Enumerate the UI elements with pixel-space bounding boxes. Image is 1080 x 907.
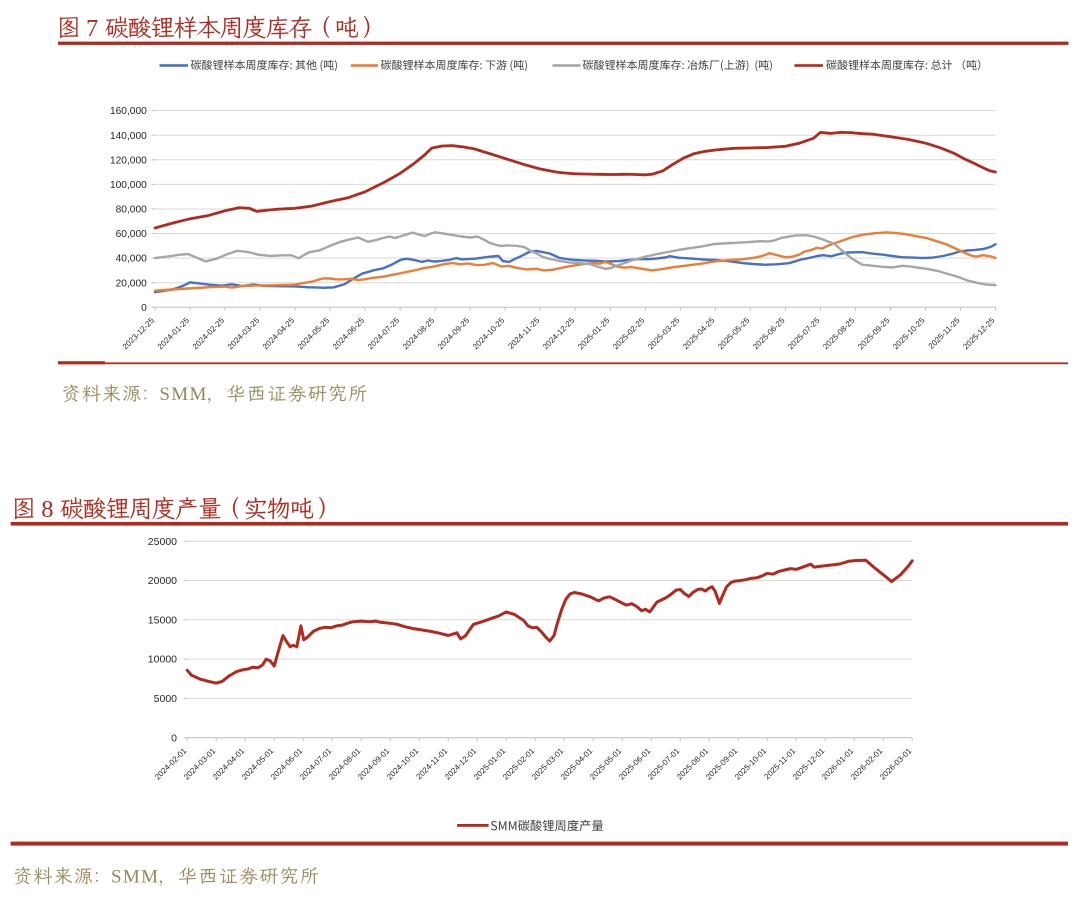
svg-text:100,000: 100,000 (110, 180, 147, 191)
svg-text:10000: 10000 (148, 654, 177, 666)
svg-text:15000: 15000 (148, 614, 177, 626)
svg-text:160,000: 160,000 (110, 106, 147, 117)
svg-text:8: 8 (41, 496, 53, 523)
svg-text:20000: 20000 (148, 575, 177, 587)
svg-text:80,000: 80,000 (116, 205, 147, 216)
svg-text:20,000: 20,000 (116, 278, 147, 289)
svg-text:140,000: 140,000 (110, 131, 147, 142)
svg-text:60,000: 60,000 (116, 229, 147, 240)
svg-text:5000: 5000 (154, 693, 178, 705)
svg-text:0: 0 (141, 303, 147, 314)
svg-text:M: M (190, 384, 207, 405)
svg-text:M: M (141, 867, 158, 888)
svg-text:M: M (123, 867, 140, 888)
svg-text:120,000: 120,000 (110, 155, 147, 166)
svg-text:0: 0 (171, 732, 177, 744)
svg-text:S: S (159, 384, 170, 405)
svg-text:40,000: 40,000 (116, 254, 147, 265)
svg-text:S: S (111, 867, 122, 888)
svg-text:7: 7 (86, 15, 98, 42)
svg-text:M: M (171, 384, 188, 405)
svg-text:25000: 25000 (148, 536, 177, 548)
